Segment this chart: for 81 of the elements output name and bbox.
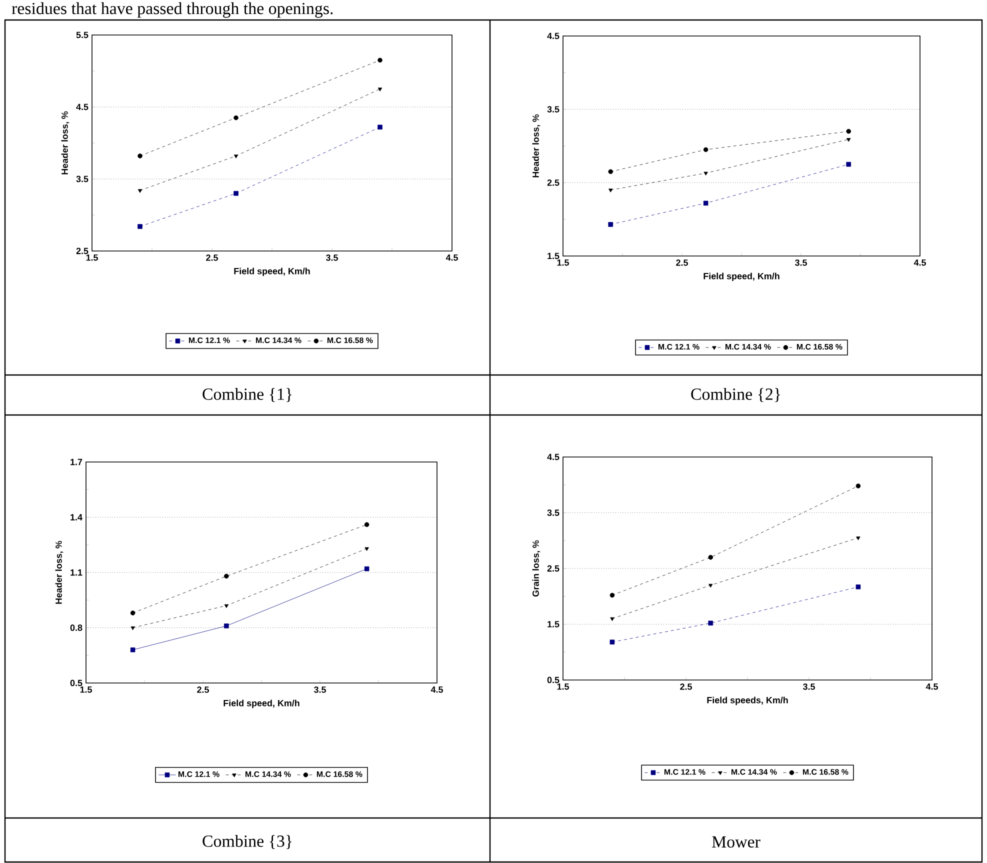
x-tick-label: 4.5 [926,684,938,690]
point [856,536,860,540]
point [610,640,615,644]
point [703,147,708,152]
point [234,190,238,196]
y-tick-label: 3.5 [547,106,560,112]
y-tick-label: 3.5 [547,510,560,516]
y-tick-label: 0.5 [70,680,82,686]
point [703,200,708,206]
point [224,604,229,608]
y-tick-label: 4.5 [76,104,88,110]
x-tick-label: 4.5 [430,686,443,693]
y-tick-label: 2.5 [76,248,88,254]
point [608,188,613,192]
point [224,624,229,628]
x-tick-label: 1.5 [557,260,569,266]
y-tick-label: 0.5 [547,676,560,684]
y-tick-label: 2.5 [547,179,560,186]
point [364,566,370,572]
point [234,154,238,158]
point [856,484,861,488]
x-tick-label: 3.5 [794,259,807,266]
point [138,224,142,229]
point [364,522,370,527]
text: residues that have passed through the openings. [12,2,333,18]
point [130,610,136,616]
y-tick-label: 1.4 [70,514,82,520]
y-tick-label: 2.5 [547,565,560,572]
y-axis-title: Grain loss, % [532,540,540,597]
point [704,172,708,176]
point [708,554,714,560]
y-tick-label: 5.5 [76,32,88,38]
x-axis-title: Field speed, Km/h [224,700,300,708]
x-tick-label: 4.5 [446,254,458,261]
y-tick-label: 4.5 [547,454,560,460]
y-tick-label: 3.5 [76,176,88,182]
x-axis-title: Field speed, Km/h [234,268,310,276]
x-tick-label: 3.5 [314,686,326,693]
x-axis-title: Field speed, Km/h [704,272,780,282]
point [224,574,229,579]
point [610,592,615,598]
x-tick-label: 2.5 [680,684,692,690]
point [610,617,614,622]
x-tick-label: 2.5 [197,686,209,693]
point [608,169,614,174]
text: Combine {3} [202,834,292,849]
text: Combine {1} [202,388,292,402]
point [708,620,714,626]
y-axis-title: Header loss, % [532,114,540,178]
y-axis-title: Header loss, % [55,540,64,604]
point [708,584,713,588]
point [846,138,851,142]
point [234,115,238,120]
y-tick-label: 1.7 [70,458,82,466]
point [378,88,382,92]
y-tick-label: 0.8 [70,624,82,631]
x-tick-label: 3.5 [802,684,815,690]
point [130,626,135,630]
x-tick-label: 1.5 [86,254,98,261]
point [378,124,382,130]
point [608,222,614,227]
point [138,189,142,193]
point [846,128,852,134]
point [856,584,861,590]
x-tick-label: 3.5 [326,254,338,261]
y-axis-title: Header loss, % [61,111,70,174]
point [138,154,142,158]
point [130,647,136,652]
y-tick-label: 1.5 [548,621,560,628]
x-tick-label: 2.5 [676,259,688,266]
text: Combine {2} [691,388,780,402]
x-tick-label: 2.5 [206,254,218,261]
x-axis-title: Field speeds, Km/h [707,696,788,706]
point [378,58,382,63]
x-tick-label: 1.5 [557,684,569,690]
point [846,162,852,167]
y-tick-label: 1.1 [70,569,82,576]
point [364,547,369,551]
y-tick-label: 4.5 [547,32,560,40]
text: Mower [712,836,760,848]
x-tick-label: 4.5 [914,260,926,266]
